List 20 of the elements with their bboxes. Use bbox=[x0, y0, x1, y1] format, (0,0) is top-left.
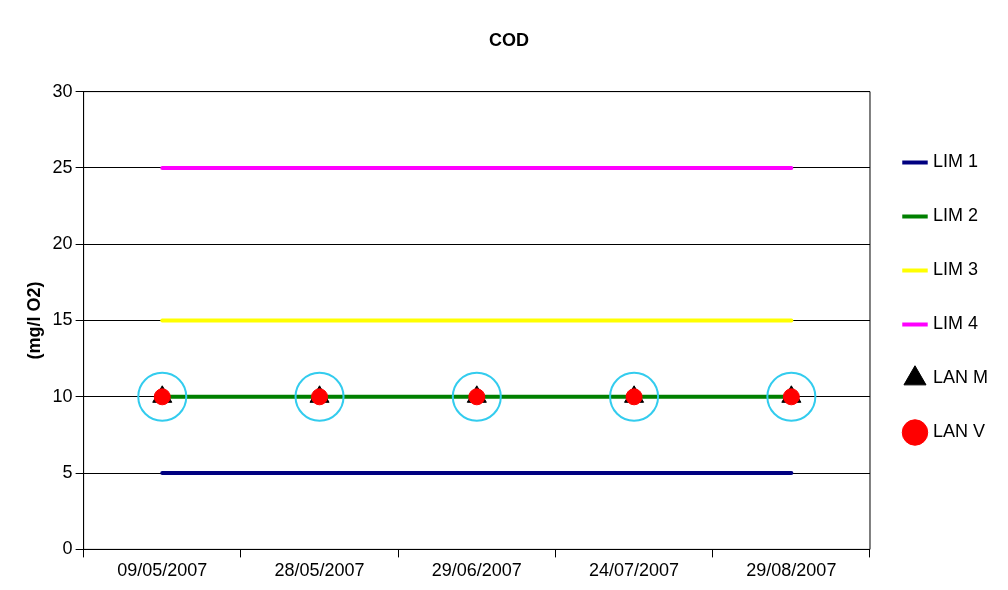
legend-label: LIM 1 bbox=[932, 151, 979, 172]
y-tick-label: 25 bbox=[52, 156, 73, 177]
legend-label: LIM 2 bbox=[932, 205, 979, 226]
legend-label: LAN V bbox=[932, 421, 986, 442]
x-tick-label: 29/06/2007 bbox=[431, 560, 522, 581]
y-tick-label: 20 bbox=[52, 233, 73, 254]
legend-label: LIM 4 bbox=[932, 313, 979, 334]
x-tick-label: 28/05/2007 bbox=[274, 560, 365, 581]
y-tick-label: 15 bbox=[52, 309, 73, 330]
x-tick-label: 09/05/2007 bbox=[117, 560, 208, 581]
chart-title: COD bbox=[489, 29, 529, 50]
y-tick-label: 10 bbox=[52, 385, 73, 406]
y-axis-title: (mg/l O2) bbox=[23, 281, 44, 360]
y-tick-label: 30 bbox=[52, 80, 73, 101]
x-tick-label: 29/08/2007 bbox=[746, 560, 837, 581]
x-tick-label: 24/07/2007 bbox=[589, 560, 680, 581]
legend-label: LAN M bbox=[932, 367, 988, 388]
legend-label: LIM 3 bbox=[932, 259, 979, 280]
y-tick-label: 5 bbox=[62, 462, 73, 483]
y-tick-label: 0 bbox=[62, 538, 73, 559]
